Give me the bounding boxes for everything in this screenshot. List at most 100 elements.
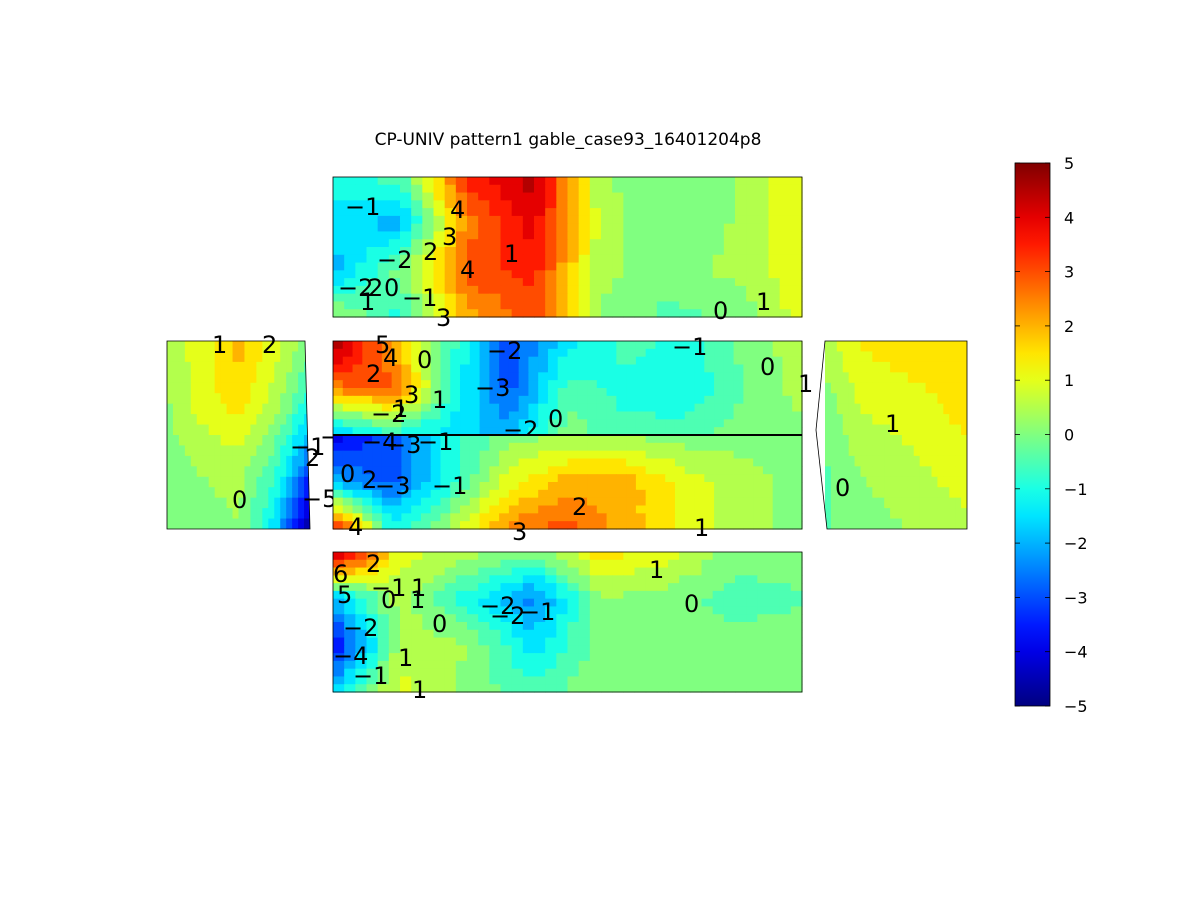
contour-cell [792,442,803,452]
contour-cell [854,361,862,373]
contour-cell [913,372,921,384]
contour-cell [743,458,754,467]
contour-cell [961,445,967,457]
contour-cell [589,583,602,592]
contour-cell [589,552,602,561]
contour-cell [567,622,580,631]
colorbar-tick-label: 3 [1064,263,1074,282]
contour-cell [508,442,520,452]
contour-cell [444,293,457,303]
contour-cell [635,411,647,420]
contour-cell [866,508,873,520]
contour-cell [656,629,669,639]
contour-cell [518,521,530,530]
contour-cell [949,487,956,499]
contour-cell [723,482,735,491]
contour-cell [511,247,524,256]
contour-cell [712,622,725,631]
contour-cell [567,629,580,639]
contour-cell [712,247,725,256]
contour-cell [753,364,764,373]
contour-label: −4 [333,642,368,670]
contour-cell [589,200,602,209]
contour-cell [723,231,736,240]
contour-cell [489,184,502,194]
contour-cell [704,395,715,405]
contour-cell [256,455,263,467]
contour-cell [674,364,686,373]
contour-cell [684,341,696,350]
contour-cell [690,575,703,584]
contour-cell [626,427,637,436]
contour-cell [694,505,705,514]
contour-cell [757,645,770,654]
contour-cell [714,482,725,491]
contour-cell [665,380,676,389]
contour-cell [460,513,471,522]
contour-cell [872,497,879,509]
contour-cell [790,247,803,256]
colorbar-tick-label: 2 [1064,317,1074,336]
contour-cell [836,435,844,447]
contour-cell [723,427,735,436]
contour-cell [943,361,950,373]
contour-cell [352,489,363,499]
contour-cell [377,590,390,600]
contour-cell [701,223,714,233]
contour-cell [901,382,909,394]
contour-cell [489,614,502,623]
contour-cell [400,606,412,615]
contour-cell [355,208,368,217]
contour-cell [872,414,879,426]
contour-cell [479,474,490,483]
contour-cell [411,676,423,685]
contour-cell [388,660,401,670]
contour-label: 1 [694,514,709,542]
contour-cell [955,487,962,499]
contour-cell [612,575,624,584]
contour-cell [460,466,471,475]
contour-cell [178,382,186,394]
contour-cell [214,341,222,353]
contour-cell [556,200,569,209]
contour-cell [208,435,216,447]
contour-cell [298,497,305,509]
contour-cell [567,521,578,530]
contour-label: −3 [375,472,410,500]
contour-cell [388,629,401,639]
contour-cell [723,497,735,507]
contour-cell [411,552,423,561]
contour-cell [220,351,228,363]
contour-cell [567,513,578,522]
contour-cell [779,684,792,693]
contour-cell [455,653,468,662]
contour-cell [701,590,714,600]
contour-cell [220,435,228,447]
contour-cell [411,497,422,507]
contour-cell [606,474,617,483]
contour-cell [626,474,637,483]
contour-cell [268,393,275,405]
contour-cell [545,653,557,662]
contour-cell [589,270,602,279]
contour-cell [344,200,356,209]
contour-cell [656,309,669,318]
contour-cell [884,424,891,436]
contour-cell [634,285,647,295]
contour-cell [674,435,686,444]
contour-cell [772,450,784,460]
contour-cell [645,270,658,279]
contour-cell [372,372,383,381]
contour-cell [547,348,559,358]
contour-cell [355,559,368,569]
contour-cell [534,301,546,310]
contour-cell [333,606,345,615]
contour-cell [304,518,310,529]
contour-cell [668,192,680,201]
contour-cell [433,254,446,264]
contour-cell [616,348,627,358]
contour-cell [753,442,764,452]
contour-cell [762,505,774,514]
contour-cell [684,513,696,522]
contour-cell [411,427,422,436]
